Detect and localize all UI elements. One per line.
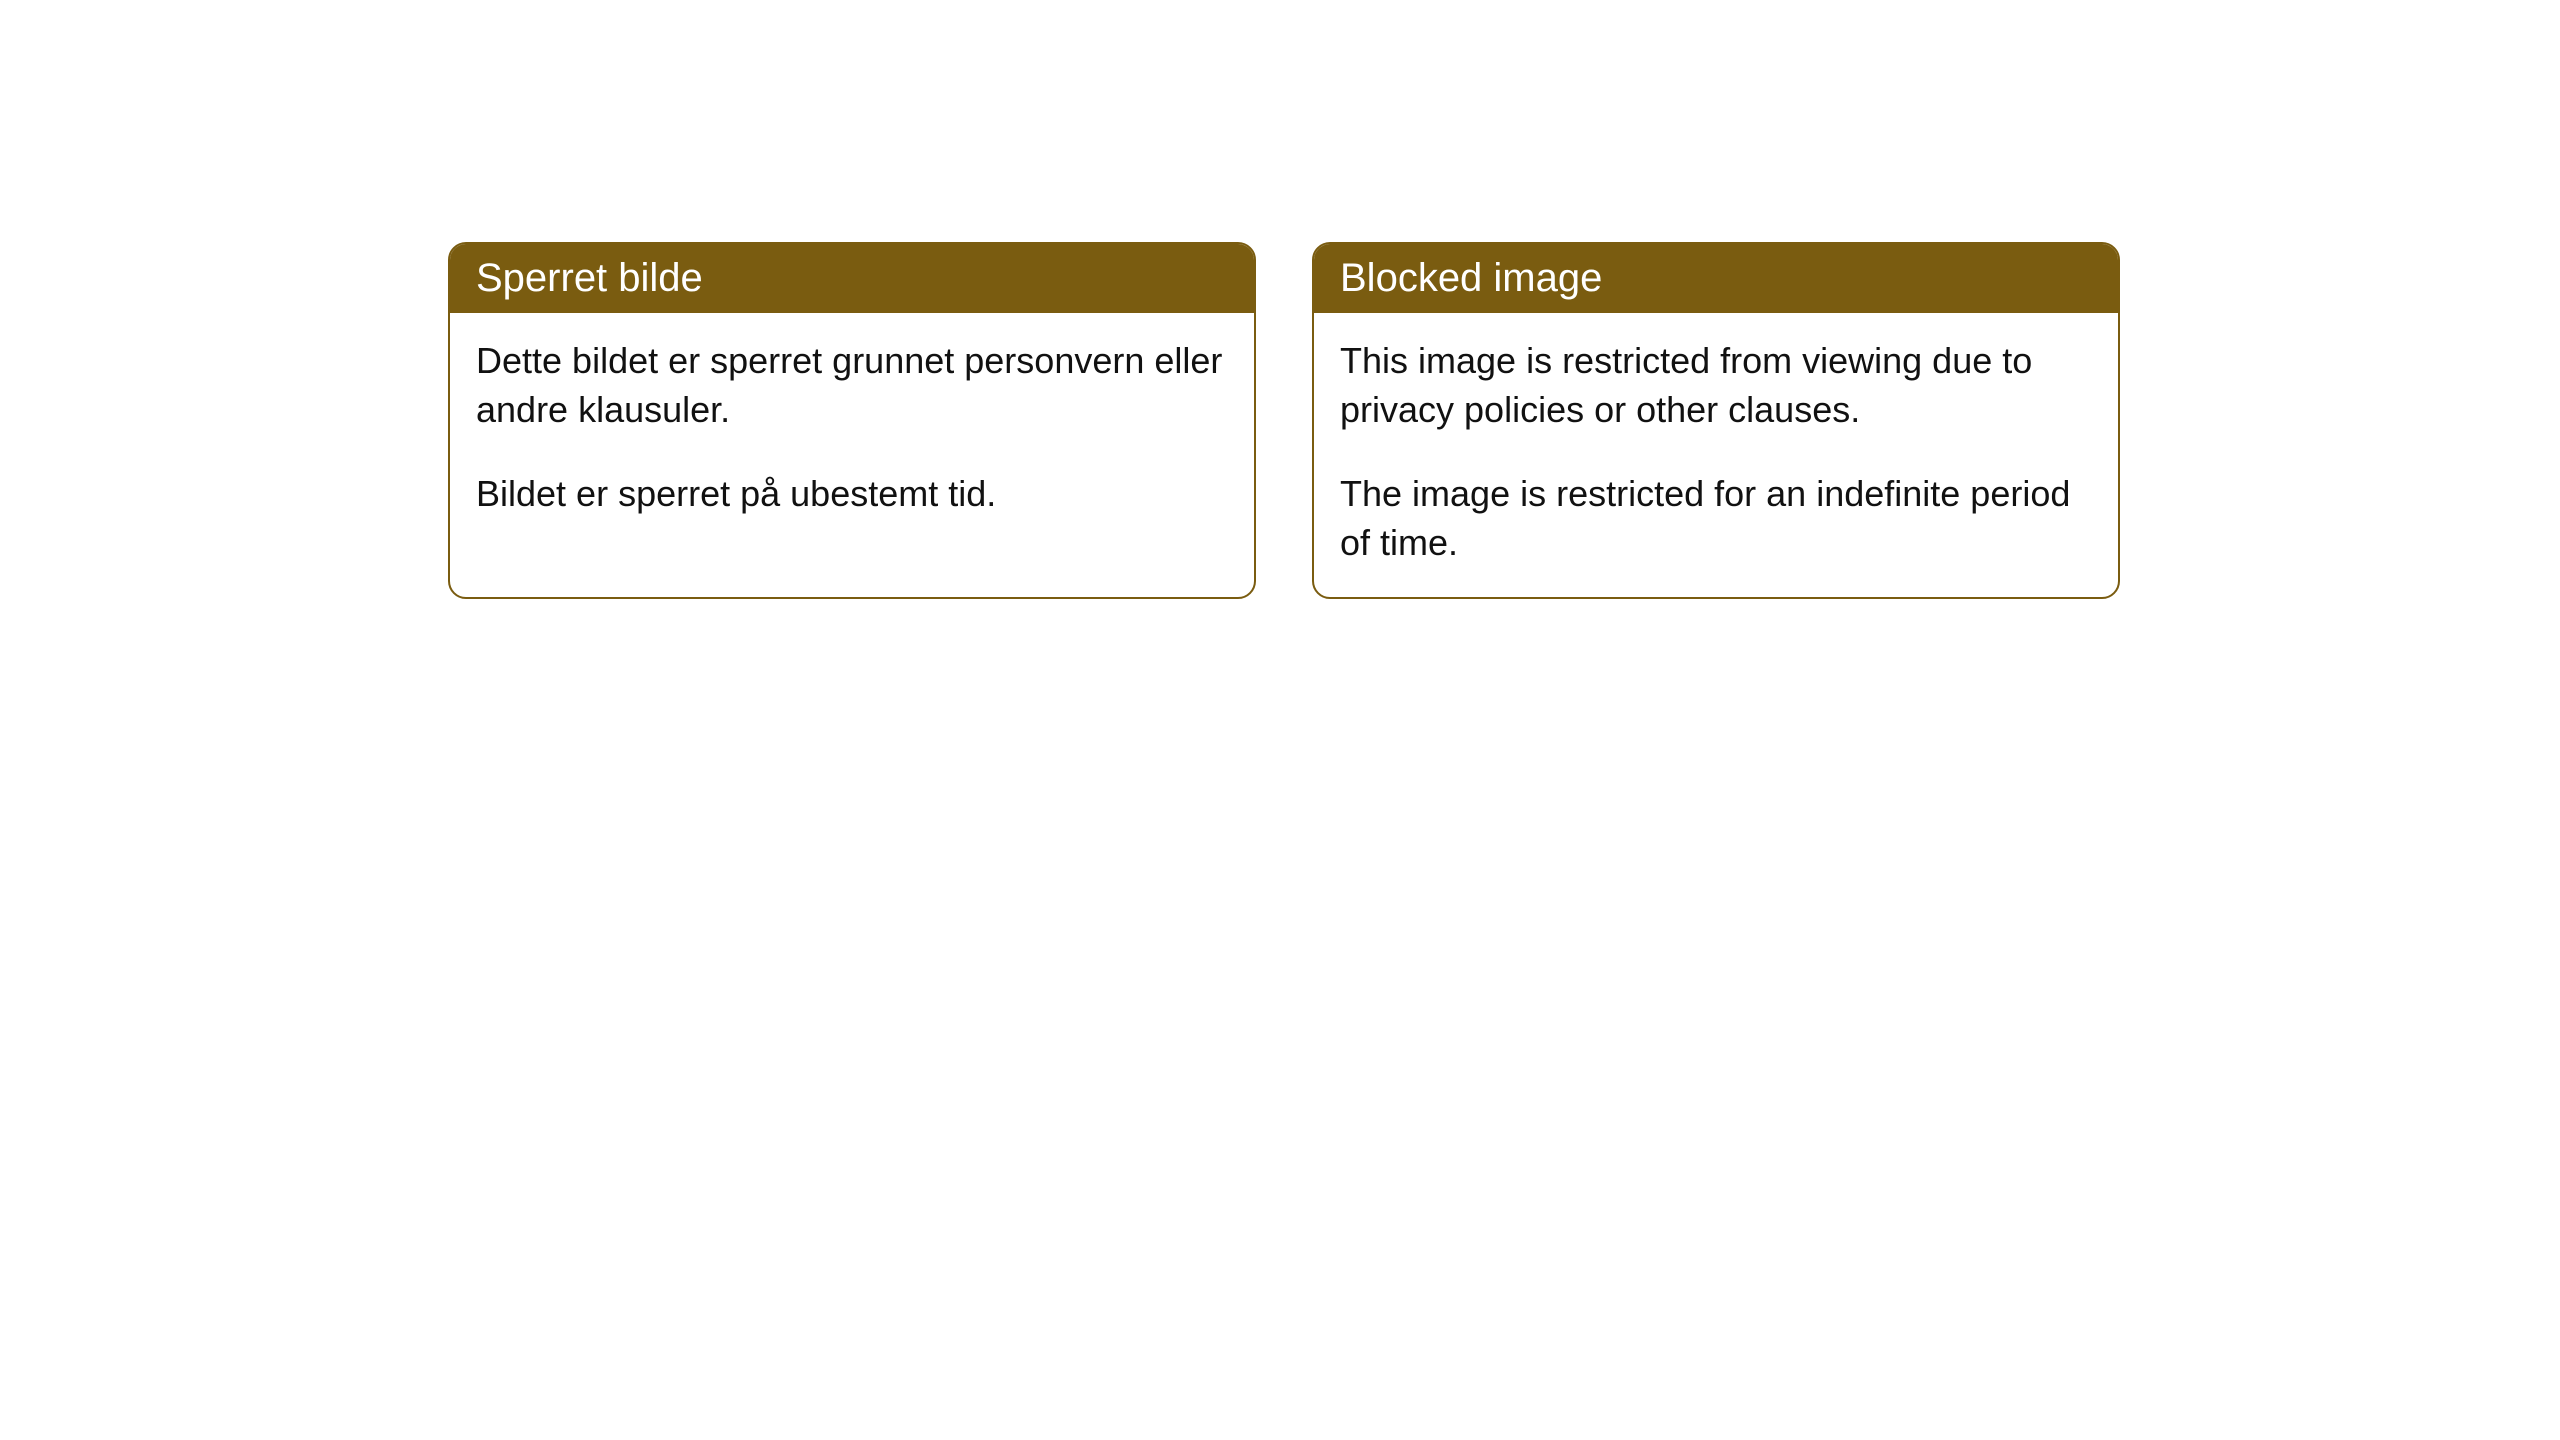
card-norwegian-header: Sperret bilde — [450, 244, 1254, 313]
card-english-p1: This image is restricted from viewing du… — [1340, 337, 2092, 434]
cards-container: Sperret bilde Dette bildet er sperret gr… — [448, 242, 2120, 599]
card-english-p2: The image is restricted for an indefinit… — [1340, 470, 2092, 567]
card-english-header: Blocked image — [1314, 244, 2118, 313]
card-norwegian: Sperret bilde Dette bildet er sperret gr… — [448, 242, 1256, 599]
card-english: Blocked image This image is restricted f… — [1312, 242, 2120, 599]
card-norwegian-p1: Dette bildet er sperret grunnet personve… — [476, 337, 1228, 434]
card-english-body: This image is restricted from viewing du… — [1314, 313, 2118, 597]
card-norwegian-body: Dette bildet er sperret grunnet personve… — [450, 313, 1254, 549]
card-norwegian-p2: Bildet er sperret på ubestemt tid. — [476, 470, 1228, 519]
